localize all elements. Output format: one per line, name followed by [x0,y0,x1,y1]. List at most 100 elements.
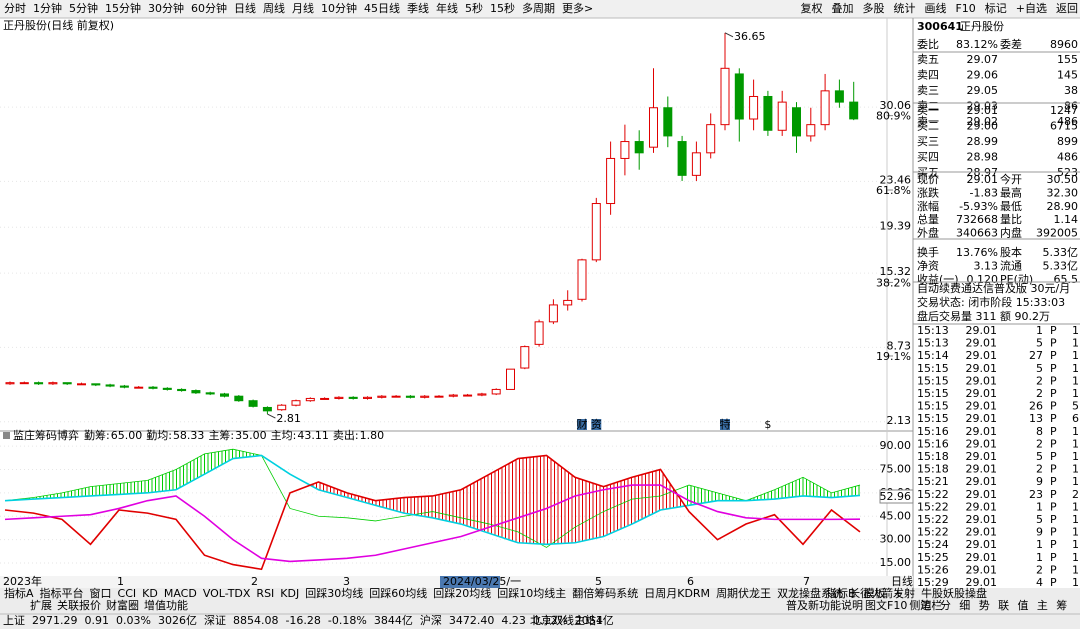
period-tab[interactable]: 日线 [234,1,256,15]
tool-button[interactable]: F10 [955,2,975,15]
side-tab[interactable]: 联 [998,599,1009,612]
side-tab[interactable]: 值 [1018,599,1029,612]
tick-time: 15:15 [917,387,949,400]
indicator-tab[interactable]: 指标平台 [40,586,84,600]
period-tab[interactable]: 多周期 [522,1,555,15]
candle-body [491,388,501,395]
period-tab[interactable]: 1分钟 [33,1,62,15]
period-tab[interactable]: 45日线 [364,1,400,15]
indicator-tab[interactable]: 回踩10均线主 [497,586,566,600]
tick-price: 29.01 [966,513,998,526]
side-tab[interactable]: 分 [940,599,951,612]
tick-flag: P [1050,513,1057,526]
tick-price: 29.01 [966,463,998,476]
candle-body [834,90,844,103]
indicator-tab[interactable]: 窗口 [90,586,112,600]
tick-price: 29.01 [966,563,998,576]
tool-button[interactable]: 复权 [800,1,822,15]
tick-price: 29.01 [966,412,998,425]
period-tab[interactable]: 15分钟 [105,1,141,15]
indicator-title: 监庄筹码博弈 [13,428,79,442]
indicator-tab[interactable]: MACD [164,587,197,600]
side-tab[interactable]: 势 [979,599,990,612]
marker-icon [577,419,587,430]
indicator-tab[interactable]: 牛股妖股操盘 [921,586,987,600]
indicator-tab[interactable]: VOL-TDX [203,587,251,600]
indicator-tab[interactable]: 回踩60均线 [369,586,427,600]
status-item: -16.28 [285,614,320,627]
panel-button[interactable]: - [911,587,915,600]
indicator-tab[interactable]: 日周月KDRM [644,587,710,600]
extra-tab[interactable]: 关联报价 [57,598,101,612]
tick-flag: P [1050,500,1057,513]
period-tab[interactable]: 分时 [4,2,26,15]
indicator-tab[interactable]: 翻倍筹码系统 [572,586,638,600]
tool-button[interactable]: 标记 [985,1,1007,15]
indicator-tab[interactable]: RSI [256,587,274,600]
indicator-tab[interactable]: KDJ [280,587,299,600]
candle-body [77,383,86,386]
extra-tab[interactable]: 财富圈 [106,598,139,612]
period-tab[interactable]: 5分钟 [69,1,98,15]
indicator-tab[interactable]: 指标A [4,586,34,600]
tool-button[interactable]: 叠加 [831,2,853,15]
period-tab[interactable]: 月线 [292,1,314,15]
extra-tab[interactable]: 扩展 [30,598,52,612]
side-tab[interactable]: 细 [959,599,970,612]
tick-time: 15:21 [917,475,949,488]
quote-value: 340663 [956,227,998,240]
tool-button[interactable]: 多股 [862,1,884,15]
tick-flag: P [1050,538,1057,551]
legend-entry: 主筹: [208,428,234,442]
tick-price: 29.01 [966,475,998,488]
period-tab[interactable]: 季线 [407,1,429,15]
side-tab[interactable]: 筹 [1056,598,1067,612]
panel-button[interactable]: 模板 [864,586,886,600]
side-tab[interactable]: 笔 [921,598,932,612]
quote-value: 13.76% [956,246,998,259]
panel-button[interactable]: + [894,587,903,600]
tick-price: 29.01 [966,374,998,387]
tick-price: 29.01 [966,450,998,463]
tick-price: 29.01 [966,362,998,375]
tick-flag: P [1050,324,1057,337]
ask-label: 卖一 [917,115,939,128]
indicator-tab[interactable]: CCI [118,587,137,600]
promo[interactable]: 自动续费通达信普及版 30元/月 [917,281,1070,295]
period-tab[interactable]: 年线 [436,1,458,15]
extra-link[interactable]: 普及新功能说明 [786,598,863,612]
period-tab[interactable]: 周线 [263,1,285,15]
ratio-label: 61.8% [876,184,911,197]
extra-link[interactable]: 图文F10 [865,598,907,612]
tick-volume: 5 [1036,362,1043,375]
indicator-tab[interactable]: 回踩30均线 [305,586,363,600]
indicator-tab[interactable]: 双龙操盘系统 [777,586,843,600]
tool-button[interactable]: 返回 [1056,2,1078,15]
tool-button[interactable]: 统计 [893,2,915,15]
candle-body [763,95,773,131]
indicator-tab[interactable]: 长征火箭发射 [849,586,915,600]
tick-count: 6 [1072,412,1079,425]
period-tab[interactable]: 更多> [562,1,593,15]
candle-body [620,141,630,159]
indicator-tab[interactable]: 回踩20均线 [433,586,491,600]
period-tab[interactable]: 5秒 [465,1,483,15]
period-tab[interactable]: 15秒 [490,1,515,15]
extra-tab[interactable]: 增值功能 [144,598,188,612]
legend-entry: 43.11 [297,429,329,442]
ask-price: 29.06 [967,69,999,82]
period-tab[interactable]: 60分钟 [191,1,227,15]
tool-button[interactable]: +自选 [1016,2,1047,15]
ask-volume: 155 [1057,53,1078,66]
side-tab[interactable]: 主 [1037,599,1048,612]
period-tab[interactable]: 30分钟 [148,1,184,15]
tick-time: 15:16 [917,425,949,438]
indicator-tab[interactable]: KD [142,587,158,600]
tool-button[interactable]: 画线 [924,1,946,15]
tick-time: 15:29 [917,576,949,589]
indicator-tab[interactable]: 周期伏龙王 [716,586,771,600]
extra-link[interactable]: 侧边栏 [909,598,942,612]
tick-flag: P [1050,362,1057,375]
panel-button[interactable]: 指标B [826,586,856,600]
period-tab[interactable]: 10分钟 [321,1,357,15]
